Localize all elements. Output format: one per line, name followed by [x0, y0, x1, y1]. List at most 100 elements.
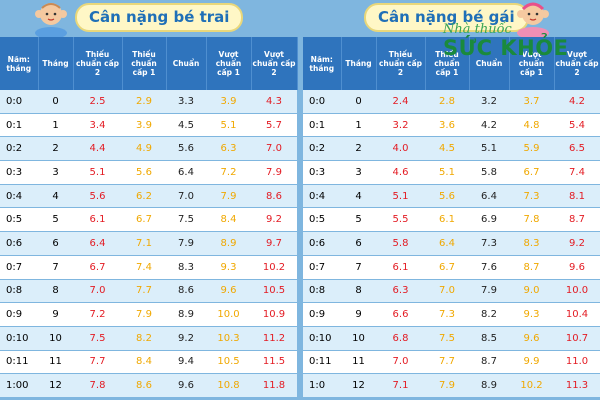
age-cell: 0:2 — [303, 136, 341, 162]
excess-2-cell: 8.7 — [554, 207, 600, 233]
age-cell: 0:11 — [303, 350, 341, 375]
deficit-2-cell: 4.0 — [376, 136, 425, 162]
excess-2-cell: 7.9 — [251, 160, 297, 185]
excess-1-cell: 9.9 — [509, 350, 554, 375]
table-row: 0:3 3 4.6 5.1 5.8 6.7 7.4 — [303, 160, 600, 185]
deficit-1-cell: 3.6 — [425, 113, 469, 138]
girls-weight-panel: Cân nặng bé gái Năm: tháng Tháng Thiếu c… — [303, 0, 600, 400]
standard-cell: 3.2 — [469, 90, 509, 114]
age-cell: 0:4 — [0, 184, 38, 209]
standard-cell: 5.8 — [469, 160, 509, 185]
deficit-2-cell: 6.4 — [73, 231, 122, 256]
table-row: 0:10 10 6.8 7.5 8.5 9.6 10.7 — [303, 326, 600, 351]
standard-cell: 7.9 — [166, 231, 206, 256]
excess-1-cell: 10.5 — [206, 350, 251, 375]
standard-cell: 5.1 — [469, 136, 509, 162]
month-cell: 4 — [38, 184, 73, 209]
table-row: 0:6 6 6.4 7.1 7.9 8.9 9.7 — [0, 231, 297, 256]
deficit-1-cell: 7.9 — [122, 302, 166, 327]
table-row: 0:8 8 7.0 7.7 8.6 9.6 10.5 — [0, 279, 297, 304]
age-cell: 0:0 — [303, 90, 341, 114]
standard-cell: 9.4 — [166, 350, 206, 375]
deficit-2-cell: 5.1 — [73, 160, 122, 185]
deficit-2-cell: 4.6 — [376, 160, 425, 185]
table-row: 1:00 12 7.8 8.6 9.6 10.8 11.8 — [0, 373, 297, 398]
deficit-2-cell: 3.4 — [73, 113, 122, 138]
standard-cell: 8.7 — [469, 350, 509, 375]
excess-2-cell: 5.7 — [251, 113, 297, 138]
deficit-1-cell: 6.7 — [425, 255, 469, 280]
excess-2-cell: 9.7 — [251, 231, 297, 256]
table-row: 0:7 7 6.1 6.7 7.6 8.7 9.6 — [303, 255, 600, 280]
age-cell: 0:1 — [303, 113, 341, 138]
standard-cell: 8.9 — [166, 302, 206, 327]
col-header-excess-1: Vượt chuẩn cấp 1 — [509, 37, 555, 90]
baby-girl-icon — [510, 0, 556, 41]
deficit-2-cell: 5.5 — [376, 207, 425, 233]
standard-cell: 6.9 — [469, 207, 509, 233]
col-header-age: Năm: tháng — [0, 37, 39, 90]
excess-2-cell: 11.5 — [251, 350, 297, 375]
month-cell: 6 — [341, 231, 376, 256]
excess-1-cell: 10.2 — [509, 373, 554, 398]
excess-1-cell: 9.0 — [509, 279, 554, 304]
deficit-1-cell: 7.7 — [425, 350, 469, 375]
standard-cell: 8.2 — [469, 302, 509, 327]
excess-1-cell: 7.9 — [206, 184, 251, 209]
table-row: 0:4 4 5.1 5.6 6.4 7.3 8.1 — [303, 184, 600, 209]
month-cell: 10 — [38, 326, 73, 351]
deficit-1-cell: 6.4 — [425, 231, 469, 256]
deficit-1-cell: 4.5 — [425, 136, 469, 162]
table-row: 0:0 0 2.5 2.9 3.3 3.9 4.3 — [0, 90, 297, 114]
deficit-2-cell: 6.3 — [376, 279, 425, 304]
excess-2-cell: 8.6 — [251, 184, 297, 209]
col-header-month: Tháng — [38, 37, 74, 90]
table-row: 0:10 10 7.5 8.2 9.2 10.3 11.2 — [0, 326, 297, 351]
table-row: 0:0 0 2.4 2.8 3.2 3.7 4.2 — [303, 90, 600, 114]
standard-cell: 8.3 — [166, 255, 206, 280]
deficit-1-cell: 6.1 — [425, 207, 469, 233]
excess-2-cell: 11.0 — [554, 350, 600, 375]
excess-2-cell: 10.7 — [554, 326, 600, 351]
excess-2-cell: 4.2 — [554, 90, 600, 114]
table-row: 0:8 8 6.3 7.0 7.9 9.0 10.0 — [303, 279, 600, 304]
table-header-row: Năm: tháng Tháng Thiếu chuẩn cấp 2 Thiếu… — [0, 37, 298, 90]
excess-2-cell: 10.2 — [251, 255, 297, 280]
table-row: 0:6 6 5.8 6.4 7.3 8.3 9.2 — [303, 231, 600, 256]
age-cell: 0:7 — [303, 255, 341, 280]
table-row: 0:1 1 3.2 3.6 4.2 4.8 5.4 — [303, 113, 600, 138]
standard-cell: 7.6 — [469, 255, 509, 280]
excess-2-cell: 10.5 — [251, 279, 297, 304]
deficit-1-cell: 3.9 — [122, 113, 166, 138]
deficit-1-cell: 8.4 — [122, 350, 166, 375]
excess-1-cell: 7.2 — [206, 160, 251, 185]
standard-cell: 7.3 — [469, 231, 509, 256]
excess-2-cell: 9.6 — [554, 255, 600, 280]
girls-title: Cân nặng bé gái — [364, 3, 529, 32]
deficit-1-cell: 7.7 — [122, 279, 166, 304]
excess-2-cell: 9.2 — [554, 231, 600, 256]
age-cell: 0:6 — [0, 231, 38, 256]
standard-cell: 6.4 — [166, 160, 206, 185]
month-cell: 7 — [341, 255, 376, 280]
month-cell: 11 — [341, 350, 376, 375]
excess-2-cell: 11.2 — [251, 326, 297, 351]
excess-2-cell: 11.3 — [554, 373, 600, 398]
deficit-2-cell: 6.8 — [376, 326, 425, 351]
age-cell: 1:0 — [303, 373, 341, 398]
month-cell: 1 — [341, 113, 376, 138]
excess-1-cell: 8.7 — [509, 255, 554, 280]
deficit-2-cell: 7.8 — [73, 373, 122, 398]
excess-1-cell: 7.8 — [509, 207, 554, 233]
standard-cell: 6.4 — [469, 184, 509, 209]
deficit-1-cell: 7.0 — [425, 279, 469, 304]
deficit-2-cell: 5.6 — [73, 184, 122, 209]
table-row: 0:7 7 6.7 7.4 8.3 9.3 10.2 — [0, 255, 297, 280]
month-cell: 3 — [38, 160, 73, 185]
age-cell: 0:6 — [303, 231, 341, 256]
age-cell: 0:4 — [303, 184, 341, 209]
month-cell: 2 — [38, 136, 73, 162]
deficit-2-cell: 3.2 — [376, 113, 425, 138]
month-cell: 6 — [38, 231, 73, 256]
girls-banner: Cân nặng bé gái — [303, 0, 600, 39]
